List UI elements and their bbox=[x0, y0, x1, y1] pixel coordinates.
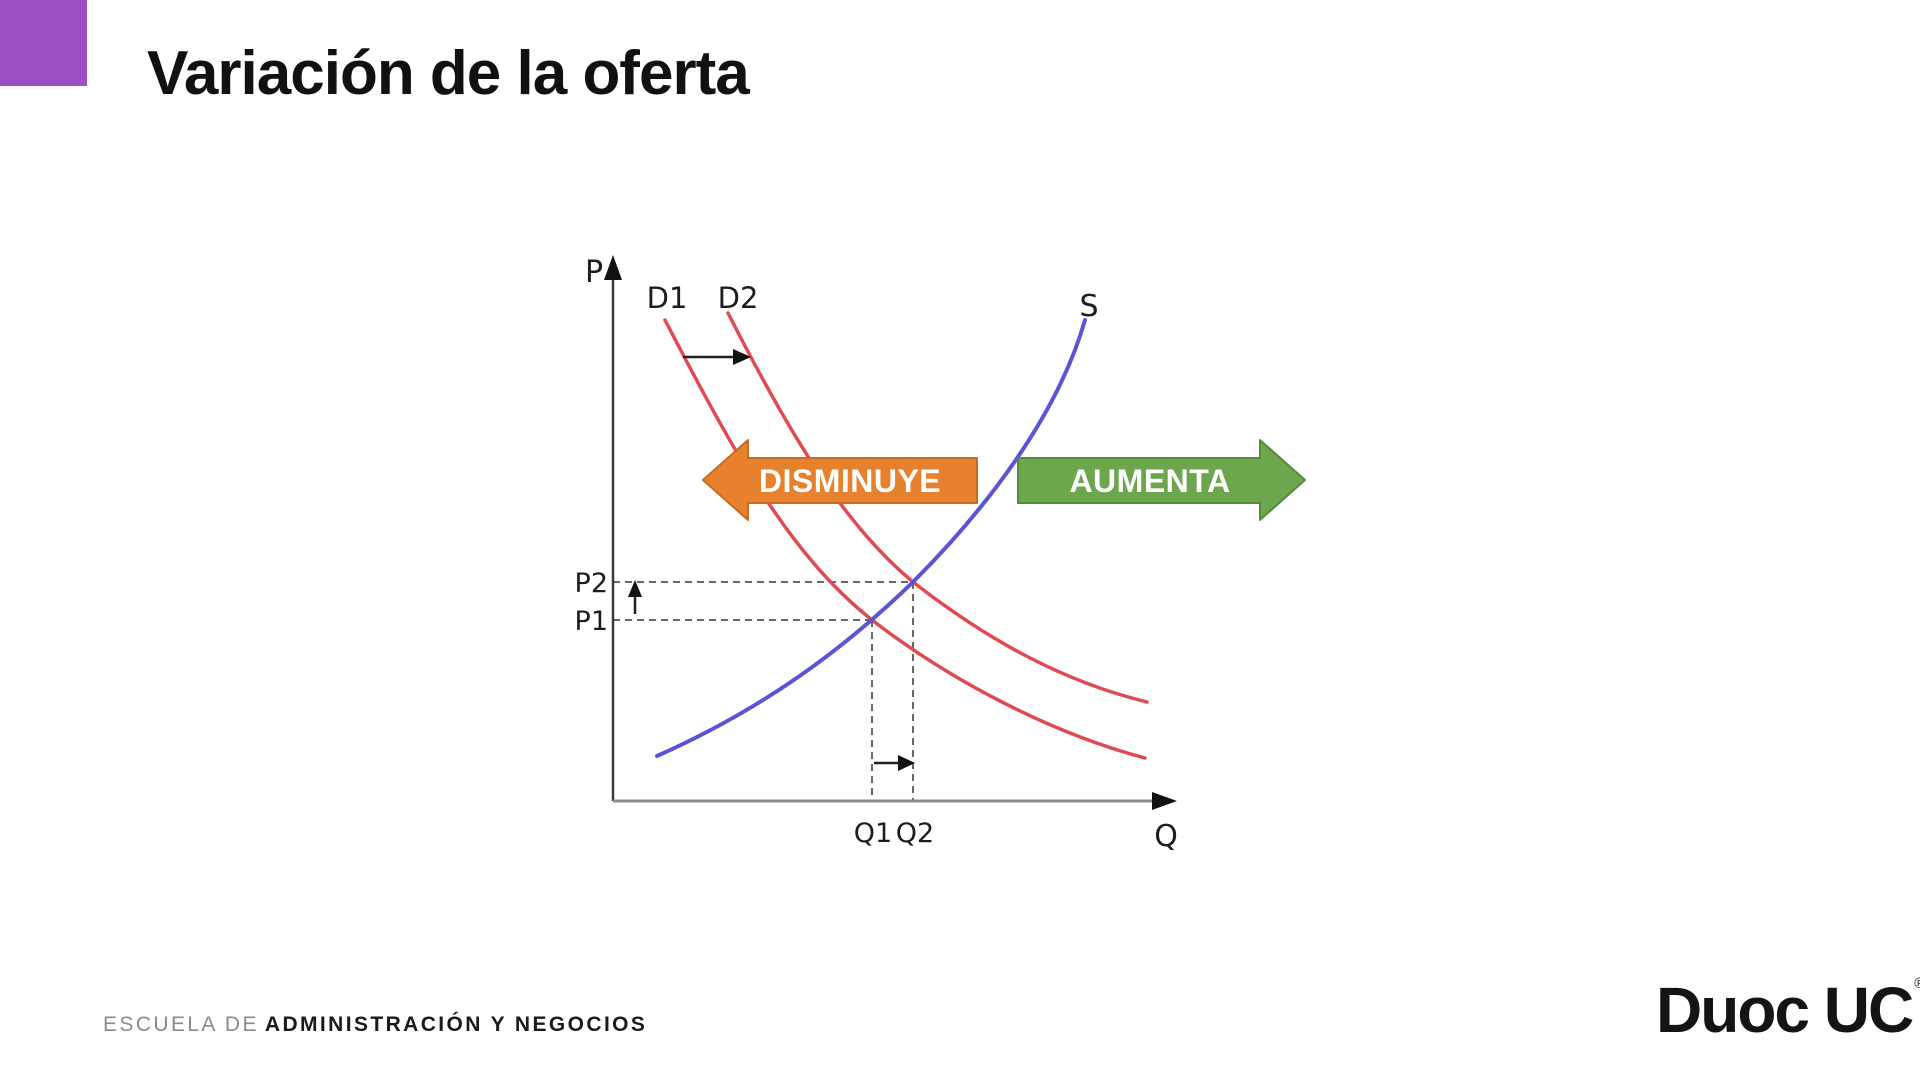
shift-arrows bbox=[628, 349, 915, 771]
demand-shift-arrowhead-icon bbox=[733, 349, 751, 365]
x-axis-arrowhead-icon bbox=[1152, 792, 1177, 810]
registered-trademark-icon: ® bbox=[1914, 975, 1920, 992]
x-axis-label: Q bbox=[1154, 819, 1178, 854]
footer-school-prefix: ESCUELA DE bbox=[103, 1013, 259, 1036]
increase-banner-arrow bbox=[1017, 439, 1306, 521]
y-axis-label: P bbox=[585, 255, 603, 290]
y-axis-arrowhead-icon bbox=[604, 255, 622, 280]
decrease-banner-label: DISMINUYE bbox=[759, 463, 941, 499]
demand1-label: D1 bbox=[647, 281, 688, 315]
p2-tick-label: P2 bbox=[575, 568, 608, 599]
page-title: Variación de la oferta bbox=[147, 39, 750, 108]
q1-tick-label: Q1 bbox=[854, 818, 892, 849]
supply-curve bbox=[655, 318, 1087, 758]
q2-tick-label: Q2 bbox=[896, 818, 934, 849]
decrease-banner-arrow bbox=[702, 439, 978, 521]
price-up-arrowhead-icon bbox=[628, 580, 642, 597]
duoc-uc-logo-text: Duoc UC bbox=[1656, 974, 1914, 1046]
accent-square bbox=[0, 0, 87, 86]
axes bbox=[604, 255, 1177, 810]
supply-label: S bbox=[1079, 289, 1098, 324]
increase-banner-label: AUMENTA bbox=[1069, 463, 1230, 499]
demand2-label: D2 bbox=[718, 281, 759, 315]
demand1-curve bbox=[663, 318, 1147, 760]
demand2-curve bbox=[726, 311, 1149, 704]
footer-school-name: ESCUELA DE ADMINISTRACIÓN Y NEGOCIOS bbox=[103, 1013, 647, 1037]
quantity-right-arrowhead-icon bbox=[898, 755, 915, 771]
footer-school-emphasis: ADMINISTRACIÓN Y NEGOCIOS bbox=[264, 1013, 648, 1036]
duoc-uc-logo: Duoc UC ® bbox=[1656, 975, 1920, 1042]
p1-tick-label: P1 bbox=[575, 606, 608, 637]
